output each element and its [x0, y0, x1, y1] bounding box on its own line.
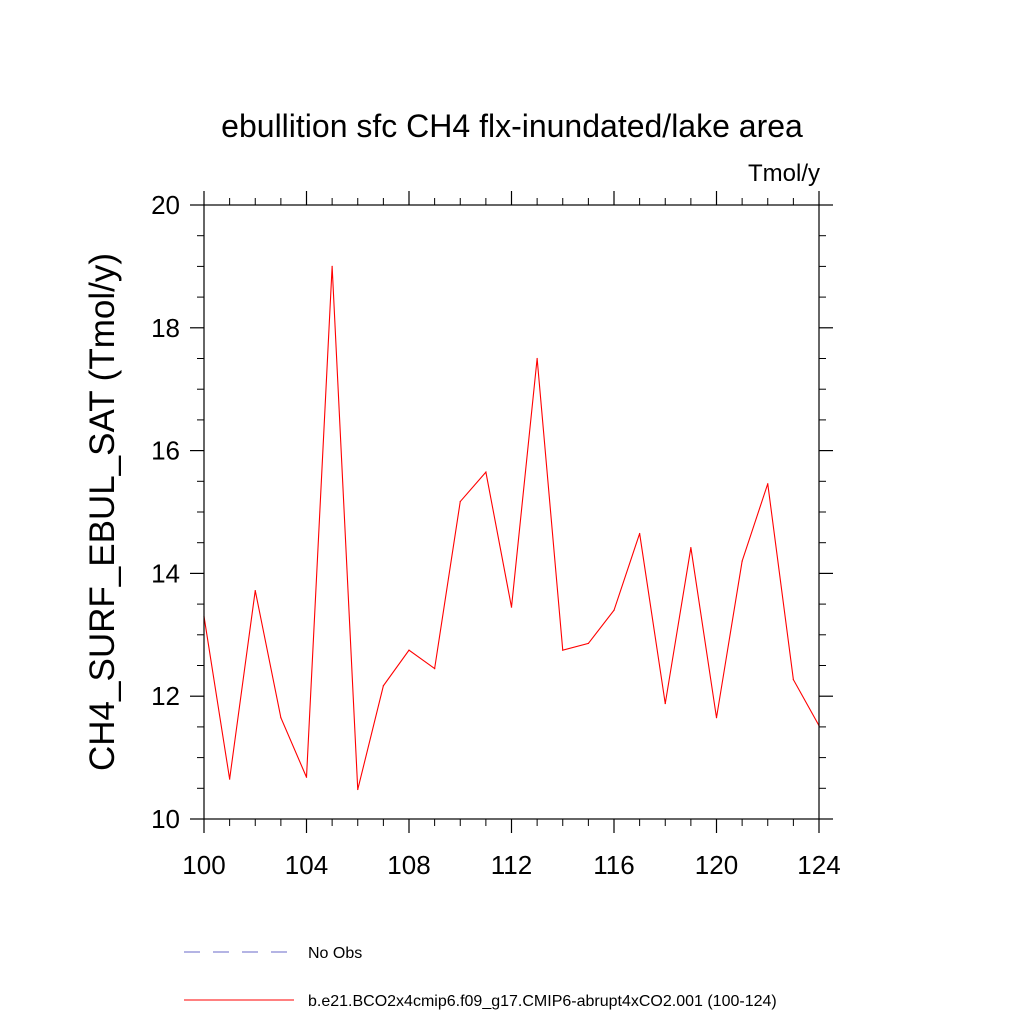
data-point	[664, 702, 666, 705]
data-point	[229, 778, 231, 780]
data-point	[382, 685, 384, 687]
data-point	[792, 679, 794, 681]
data-point	[459, 500, 461, 503]
data-point	[254, 589, 256, 592]
y-tick-label: 12	[151, 681, 180, 711]
plot-frame	[203, 204, 820, 820]
x-tick-label: 124	[797, 850, 840, 880]
legend-label-0: No Obs	[308, 945, 362, 962]
chart-title: ebullition sfc CH4 flx-inundated/lake ar…	[221, 108, 803, 144]
data-point	[639, 532, 641, 535]
data-point	[485, 471, 487, 473]
x-tick-label: 104	[285, 850, 328, 880]
series-line-0	[203, 266, 820, 790]
data-point	[536, 357, 538, 360]
data-point	[280, 717, 282, 719]
y-axis-label: CH4_SURF_EBUL_SAT (Tmol/y)	[83, 253, 122, 771]
data-point	[357, 788, 359, 791]
y-tick-label: 20	[151, 190, 180, 220]
x-tick-label: 100	[182, 850, 225, 880]
data-point	[408, 649, 410, 651]
data-point	[305, 776, 308, 778]
y-tick-label: 10	[151, 804, 180, 834]
data-point	[331, 265, 333, 267]
y-tick-label: 16	[151, 436, 180, 466]
data-point	[715, 717, 718, 719]
data-point	[587, 642, 589, 644]
data-point	[562, 649, 564, 651]
data-point	[767, 483, 769, 485]
data-point	[613, 609, 615, 611]
legend: No Obs b.e21.BCO2x4cmip6.f09_g17.CMIP6-ab…	[184, 945, 777, 1010]
plot-data	[203, 265, 820, 791]
data-point	[434, 667, 436, 670]
axis-ticks: 100 104 108 112 116 120 124 10 12 14 16 18 20	[151, 190, 841, 880]
data-point	[510, 606, 513, 608]
legend-label-1: b.e21.BCO2x4cmip6.f09_g17.CMIP6-abrupt4x…	[308, 993, 777, 1010]
data-point	[690, 547, 692, 549]
data-point	[741, 560, 743, 562]
y-tick-label: 14	[151, 558, 180, 588]
units-label: Tmol/y	[748, 160, 820, 187]
x-tick-label: 112	[491, 850, 532, 880]
x-tick-label: 108	[387, 850, 430, 880]
y-tick-label: 18	[151, 313, 180, 343]
x-tick-label: 120	[695, 850, 738, 880]
x-tick-label: 116	[593, 850, 634, 880]
